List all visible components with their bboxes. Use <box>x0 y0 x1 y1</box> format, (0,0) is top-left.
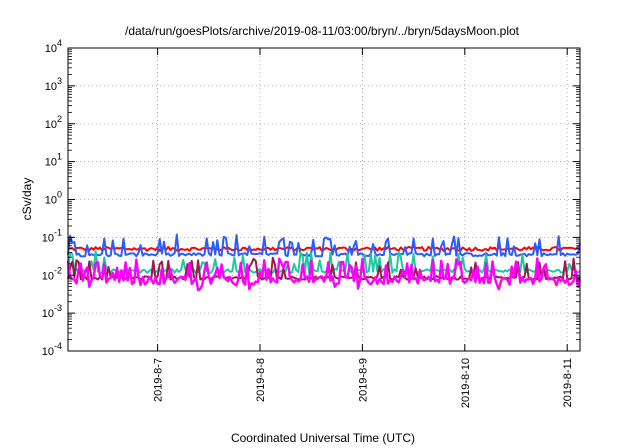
x-tick-label: 2019-8-11 <box>562 358 574 407</box>
chart-title: /data/run/goesPlots/archive/2019-08-11/0… <box>125 24 520 38</box>
y-tick-label: 10-1 <box>42 227 62 244</box>
x-axis-ticks: 2019-8-7 2019-8-8 2019-8-9 2019-8-10 2019-8-… <box>153 48 574 408</box>
series-line-1 <box>67 245 581 252</box>
y-axis-label: cSv/day <box>20 178 34 221</box>
series-line-4 <box>67 256 581 281</box>
series-line-5 <box>66 257 582 292</box>
y-tick-label: 103 <box>45 76 62 93</box>
y-tick-label: 10-2 <box>42 265 62 282</box>
series-group <box>66 233 582 292</box>
y-tick-label: 104 <box>45 38 62 55</box>
y-axis-ticks: 10-4 10-3 10-2 10-1 100 101 102 103 104 <box>42 38 580 358</box>
y-tick-label: 100 <box>45 190 62 207</box>
series-line-2 <box>67 233 581 258</box>
x-tick-label: 2019-8-10 <box>460 358 472 408</box>
y-tick-label: 10-3 <box>42 303 62 320</box>
y-tick-label: 10-4 <box>42 341 62 358</box>
grid <box>68 48 580 351</box>
x-tick-label: 2019-8-8 <box>255 358 267 402</box>
y-tick-label: 102 <box>45 114 62 131</box>
y-tick-label: 101 <box>45 152 62 169</box>
x-axis-label: Coordinated Universal Time (UTC) <box>231 431 415 445</box>
x-tick-label: 2019-8-9 <box>357 358 369 402</box>
x-tick-label: 2019-8-7 <box>153 358 165 402</box>
